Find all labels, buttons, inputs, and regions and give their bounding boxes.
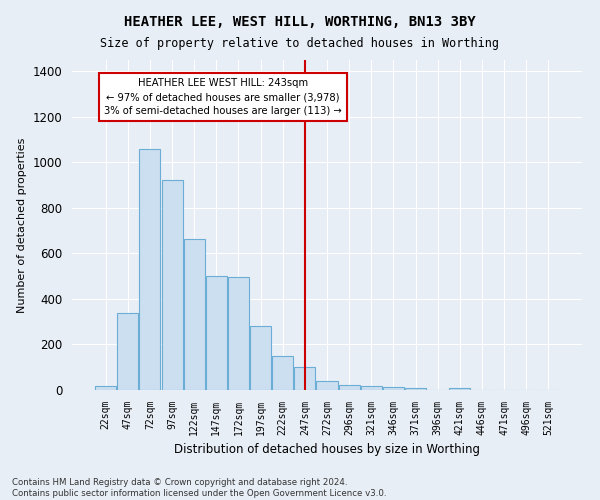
Bar [250, 326, 271, 390]
Bar [228, 276, 249, 390]
Bar [361, 386, 382, 390]
Bar [184, 238, 205, 390]
Bar [161, 180, 182, 390]
Text: HEATHER LEE WEST HILL: 243sqm
← 97% of detached houses are smaller (3,978)
3% of: HEATHER LEE WEST HILL: 243sqm ← 97% of d… [104, 78, 342, 116]
Bar [295, 367, 316, 390]
Y-axis label: Number of detached properties: Number of detached properties [17, 138, 27, 312]
Text: HEATHER LEE, WEST HILL, WORTHING, BN13 3BY: HEATHER LEE, WEST HILL, WORTHING, BN13 3… [124, 15, 476, 29]
Bar [206, 276, 227, 390]
Bar [118, 314, 139, 390]
Bar [95, 386, 116, 390]
Bar [139, 149, 160, 390]
Bar [383, 386, 404, 390]
Bar [449, 388, 470, 390]
Bar [338, 385, 359, 390]
Bar [316, 381, 338, 390]
X-axis label: Distribution of detached houses by size in Worthing: Distribution of detached houses by size … [174, 444, 480, 456]
Text: Size of property relative to detached houses in Worthing: Size of property relative to detached ho… [101, 38, 499, 51]
Bar [405, 388, 426, 390]
Text: Contains HM Land Registry data © Crown copyright and database right 2024.
Contai: Contains HM Land Registry data © Crown c… [12, 478, 386, 498]
Bar [272, 356, 293, 390]
